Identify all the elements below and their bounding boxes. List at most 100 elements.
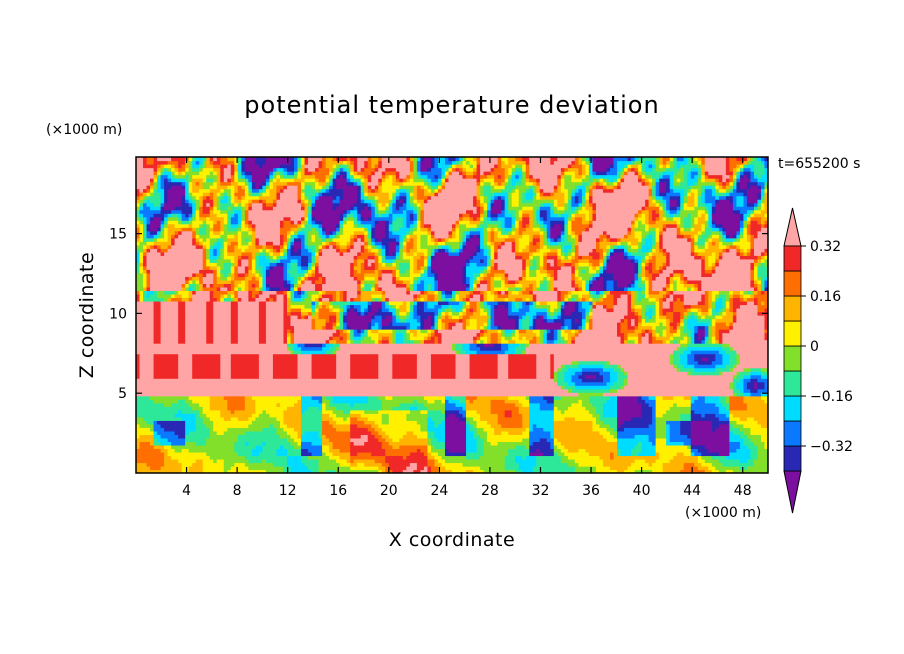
field-cell (153, 237, 158, 242)
field-cell (508, 304, 513, 309)
field-cell (532, 423, 537, 428)
field-cell (466, 237, 471, 242)
field-cell (567, 251, 572, 256)
field-cell (374, 322, 379, 327)
field-cell (704, 399, 720, 404)
field-cell (286, 300, 292, 306)
field-cell (206, 244, 211, 249)
field-cell (525, 262, 530, 267)
field-cell (139, 241, 148, 246)
field-cell (297, 286, 302, 292)
field-cell (494, 227, 499, 232)
field-cell (666, 248, 692, 253)
field-cell (743, 385, 748, 390)
field-cell (610, 237, 618, 242)
field-cell (529, 220, 534, 225)
field-cell (360, 434, 369, 439)
field-cell (230, 220, 239, 225)
field-cell (374, 279, 379, 284)
field-cell (595, 244, 601, 249)
field-cell (136, 385, 562, 390)
field-cell (213, 336, 232, 341)
field-cell (501, 279, 506, 284)
field-cell (311, 364, 337, 369)
field-cell (515, 325, 520, 330)
field-cell (146, 279, 151, 284)
field-cell (392, 371, 418, 376)
field-cell (683, 311, 688, 316)
field-cell (343, 290, 348, 295)
field-cell (195, 441, 207, 446)
field-cell (192, 237, 197, 242)
field-cell (444, 430, 467, 435)
field-cell (722, 223, 741, 228)
field-cell (469, 227, 478, 232)
field-cell (311, 223, 320, 228)
field-cell (659, 455, 674, 460)
field-cell (613, 283, 618, 288)
field-cell (627, 325, 636, 330)
field-cell (602, 402, 618, 407)
field-cell (409, 262, 414, 267)
field-cell (602, 230, 608, 235)
field-cell (202, 276, 214, 281)
field-cell (350, 409, 365, 414)
field-cell (490, 423, 502, 428)
field-cell (553, 269, 558, 274)
field-cell (750, 374, 762, 379)
field-cell (553, 423, 594, 428)
field-cell (448, 251, 460, 256)
field-cell (522, 230, 541, 235)
field-cell (258, 283, 263, 288)
field-cell (729, 322, 734, 327)
field-cell (487, 329, 499, 334)
field-cell (620, 385, 625, 390)
field-cell (364, 272, 379, 277)
field-cell (378, 360, 393, 365)
field-cell (536, 272, 548, 277)
field-cell (181, 209, 193, 214)
field-cell (697, 311, 702, 316)
field-cell (136, 469, 183, 473)
field-cell (655, 255, 667, 260)
field-cell (641, 276, 646, 281)
field-cell (230, 269, 235, 274)
field-cell (244, 220, 249, 225)
field-cell (350, 325, 369, 330)
field-cell (423, 220, 457, 225)
field-cell (136, 451, 165, 457)
field-cell (251, 448, 263, 453)
field-cell (448, 244, 453, 249)
field-cell (157, 230, 162, 235)
field-cell (146, 241, 155, 246)
field-cell (515, 283, 523, 288)
field-cell (701, 293, 706, 299)
field-cell (385, 258, 393, 263)
field-cell (420, 255, 425, 260)
field-cell (673, 325, 678, 330)
field-cell (606, 279, 615, 284)
field-cell (311, 297, 316, 302)
field-cell (476, 409, 492, 414)
field-cell (311, 371, 337, 376)
field-cell (237, 318, 260, 323)
field-cell (174, 223, 190, 228)
field-cell (529, 272, 537, 277)
field-cell (255, 283, 260, 288)
field-cell (645, 213, 650, 218)
field-cell (136, 216, 141, 221)
field-cell (564, 234, 569, 239)
field-cell (322, 423, 334, 428)
field-cell (652, 237, 657, 242)
field-cell (304, 237, 309, 242)
field-cell (234, 279, 242, 284)
field-cell (213, 427, 228, 432)
field-cell (251, 420, 281, 425)
field-cell (690, 248, 695, 253)
field-cell (290, 469, 313, 473)
field-cell (627, 248, 639, 253)
field-cell (701, 265, 706, 270)
field-cell (171, 234, 176, 239)
field-cell (466, 286, 471, 292)
field-cell (750, 251, 755, 256)
